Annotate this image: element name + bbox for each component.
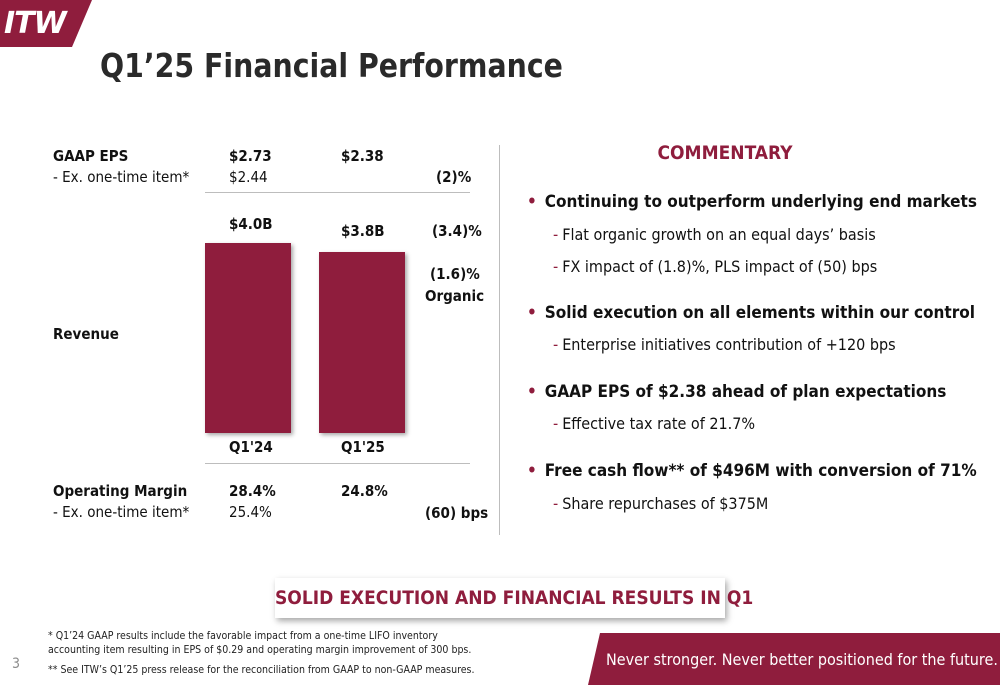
bullet-text: GAAP EPS of $2.38 ahead of plan expectat…: [544, 382, 947, 402]
gaap-eps-q125: $2.38: [341, 147, 384, 165]
operating-margin-sub-q124: 25.4%: [229, 503, 272, 521]
revenue-q124-value: $4.0B: [229, 215, 273, 233]
gaap-eps-sub-label: - Ex. one-time item*: [53, 168, 190, 186]
commentary-subpoint: - Flat organic growth on an equal days’ b…: [553, 224, 876, 246]
revenue-bar-q125: [319, 252, 405, 433]
commentary-bullet: • Solid execution on all elements within …: [527, 302, 975, 324]
bullet-text: Free cash flow** of $496M with conversio…: [544, 461, 977, 481]
divider-eps: [205, 192, 470, 193]
bullet-dot-icon: •: [527, 382, 537, 402]
gaap-eps-q124: $2.73: [229, 147, 272, 165]
commentary-subpoint: - Effective tax rate of 21.7%: [553, 413, 755, 435]
commentary-bullet: • Free cash flow** of $496M with conversi…: [527, 460, 977, 482]
revenue-organic-change: (1.6)%: [430, 265, 480, 283]
footnote-1-line-2: accounting item resulting in EPS of $0.2…: [48, 644, 472, 656]
commentary-subpoint: - FX impact of (1.8)%, PLS impact of (50)…: [553, 256, 877, 278]
subpoint-text: FX impact of (1.8)%, PLS impact of (50) …: [562, 257, 878, 276]
operating-margin-q125: 24.8%: [341, 482, 388, 500]
revenue-q125-value: $3.8B: [341, 222, 385, 240]
summary-banner: SOLID EXECUTION AND FINANCIAL RESULTS IN…: [275, 578, 753, 618]
footnote-1-line-1: * Q1’24 GAAP results include the favorab…: [48, 630, 438, 642]
panel-divider: [499, 145, 500, 535]
gaap-eps-change: (2)%: [436, 168, 472, 186]
subpoint-text: Effective tax rate of 21.7%: [562, 414, 756, 433]
gaap-eps-label: GAAP EPS: [53, 147, 129, 165]
dash-icon: -: [553, 257, 559, 276]
tagline-band: [588, 633, 1000, 685]
revenue-change: (3.4)%: [432, 222, 482, 240]
gaap-eps-sub-q124: $2.44: [229, 168, 268, 186]
page-title: Q1’25 Financial Performance: [100, 46, 563, 85]
subpoint-text: Flat organic growth on an equal days’ ba…: [562, 225, 876, 244]
page-number: 3: [12, 656, 21, 672]
dash-icon: -: [553, 225, 559, 244]
operating-margin-label: Operating Margin: [53, 482, 188, 500]
footnote-2: ** See ITW’s Q1’25 press release for the…: [48, 664, 475, 676]
commentary-heading: COMMENTARY: [657, 142, 793, 164]
revenue-category-q125: Q1'25: [341, 438, 385, 456]
bullet-dot-icon: •: [527, 303, 537, 323]
revenue-label: Revenue: [53, 325, 119, 343]
dash-icon: -: [553, 414, 559, 433]
itw-logo: ITW: [4, 6, 67, 41]
bullet-dot-icon: •: [527, 461, 537, 481]
bullet-text: Continuing to outperform underlying end …: [544, 192, 977, 212]
dash-icon: -: [553, 335, 559, 354]
commentary-subpoint: - Enterprise initiatives contribution of …: [553, 334, 896, 356]
revenue-bar-q124: [205, 243, 291, 433]
bullet-dot-icon: •: [527, 192, 537, 212]
logo-band: [0, 0, 92, 47]
revenue-organic-label: Organic: [425, 287, 485, 305]
revenue-category-q124: Q1'24: [229, 438, 273, 456]
operating-margin-sub-label: - Ex. one-time item*: [53, 503, 190, 521]
dash-icon: -: [553, 494, 559, 513]
divider-revenue: [205, 463, 470, 464]
bullet-text: Solid execution on all elements within o…: [544, 303, 976, 323]
tagline: Never stronger. Never better positioned …: [606, 650, 998, 669]
commentary-subpoint: - Share repurchases of $375M: [553, 493, 768, 515]
commentary-bullet: • GAAP EPS of $2.38 ahead of plan expecta…: [527, 381, 946, 403]
operating-margin-q124: 28.4%: [229, 482, 276, 500]
subpoint-text: Enterprise initiatives contribution of +…: [562, 335, 896, 354]
operating-margin-change: (60) bps: [425, 504, 489, 522]
subpoint-text: Share repurchases of $375M: [562, 494, 769, 513]
commentary-bullet: • Continuing to outperform underlying end…: [527, 191, 977, 213]
